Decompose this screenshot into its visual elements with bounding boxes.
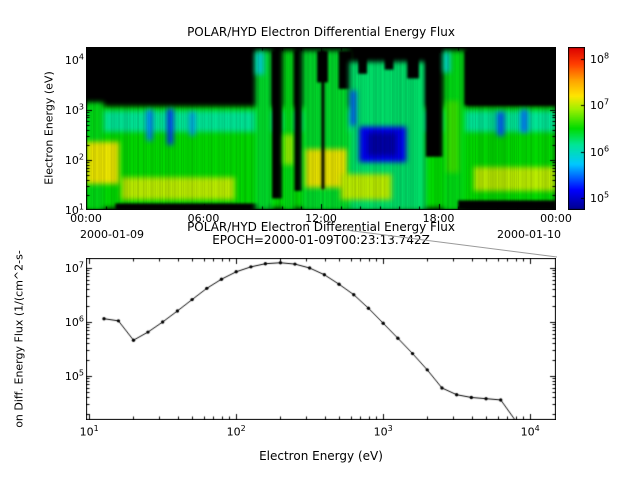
top-x-tick-label: 12:00 bbox=[305, 212, 337, 225]
spectrum-epoch-label: EPOCH=2000-01-09T00:23:13.742Z bbox=[212, 233, 430, 247]
bottom-x-tick-label: 102 bbox=[226, 424, 246, 439]
spectrum-plot bbox=[86, 258, 556, 420]
top-y-axis-label: Electron Energy (eV) bbox=[42, 71, 56, 185]
bottom-y-tick-label: 106 bbox=[64, 314, 84, 329]
bottom-x-axis-label: Electron Energy (eV) bbox=[259, 449, 383, 463]
spectrogram-plot bbox=[86, 47, 556, 210]
colorbar-tick-label: 105 bbox=[590, 190, 610, 206]
bottom-x-tick-label: 103 bbox=[373, 424, 393, 439]
bottom-x-tick-label: 104 bbox=[520, 424, 540, 439]
top-x-tick-label: 00:00 bbox=[70, 212, 102, 225]
top-x-tick-label: 06:00 bbox=[187, 212, 220, 225]
top-y-tick-label: 104 bbox=[64, 51, 84, 67]
top-x-tick-label: 00:00 bbox=[540, 212, 572, 225]
bottom-x-tick-label: 101 bbox=[79, 424, 99, 439]
bottom-y-tick-label: 105 bbox=[64, 368, 84, 383]
bottom-y-tick-label: 107 bbox=[64, 260, 84, 275]
top-x-tick-label: 18:00 bbox=[422, 212, 455, 225]
top-y-tick-label: 101 bbox=[64, 202, 84, 218]
top-y-tick-label: 102 bbox=[64, 152, 84, 167]
bottom-y-axis-label: on Diff. Energy Flux (1/(cm^2-s- bbox=[12, 250, 26, 428]
spectrogram-title: POLAR/HYD Electron Differential Energy F… bbox=[187, 25, 455, 39]
colorbar bbox=[568, 47, 585, 210]
colorbar-tick-label: 106 bbox=[590, 144, 610, 159]
start-date-label: 2000-01-09 bbox=[80, 228, 144, 241]
top-y-tick-label: 103 bbox=[64, 102, 84, 117]
colorbar-tick-label: 107 bbox=[590, 97, 610, 113]
colorbar-tick-label: 108 bbox=[590, 50, 610, 66]
